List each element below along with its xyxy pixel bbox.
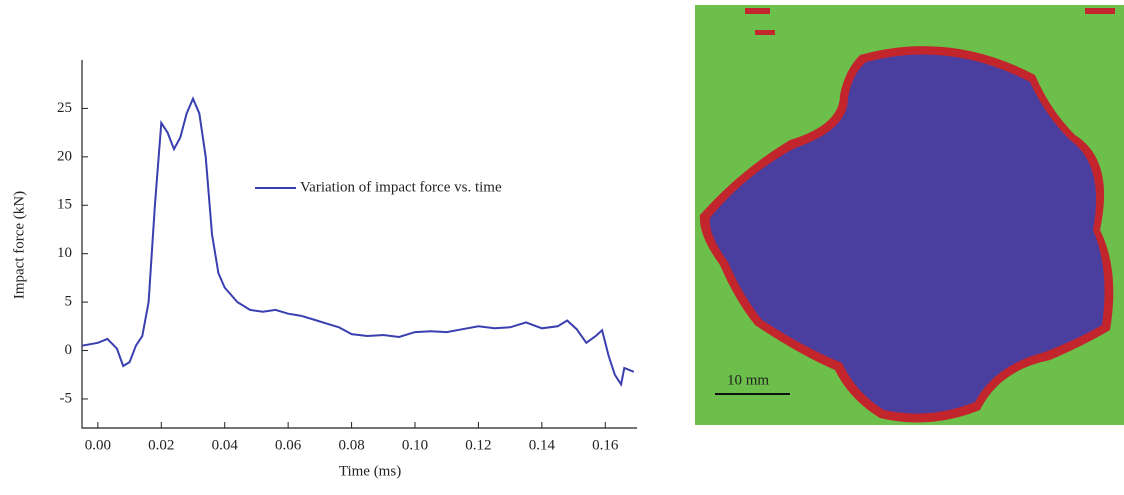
scale-label: 10 mm: [727, 372, 769, 388]
data-line: [81, 96, 635, 388]
y-axis-label: Impact force (kN): [11, 191, 27, 299]
axes: [81, 60, 637, 429]
y-tick-label: -5: [60, 390, 73, 406]
x-tick-label: 0.12: [465, 437, 491, 453]
x-tick-label: 0.02: [148, 437, 174, 453]
y-tick-label: 20: [57, 148, 72, 164]
photo: 10 mm: [695, 5, 1124, 425]
y-tick-label: 5: [65, 294, 73, 310]
y-tick-label: 25: [57, 100, 72, 116]
y-tick-label: 10: [57, 245, 72, 261]
x-tick-label: 0.06: [275, 437, 302, 453]
legend-label: Variation of impact force vs. time: [300, 179, 502, 195]
y-tick-label: 0: [65, 342, 73, 358]
x-tick-label: 0.04: [212, 437, 239, 453]
specimen: [709, 54, 1105, 414]
x-tick-label: 0.08: [338, 437, 364, 453]
x-axis-label: Time (ms): [339, 463, 401, 479]
x-tick-label: 0.10: [402, 437, 428, 453]
x-tick-label: 0.14: [529, 437, 556, 453]
x-tick-label: 0.16: [592, 437, 619, 453]
y-tick-label: 15: [57, 197, 72, 213]
x-tick-label: 0.00: [85, 437, 111, 453]
